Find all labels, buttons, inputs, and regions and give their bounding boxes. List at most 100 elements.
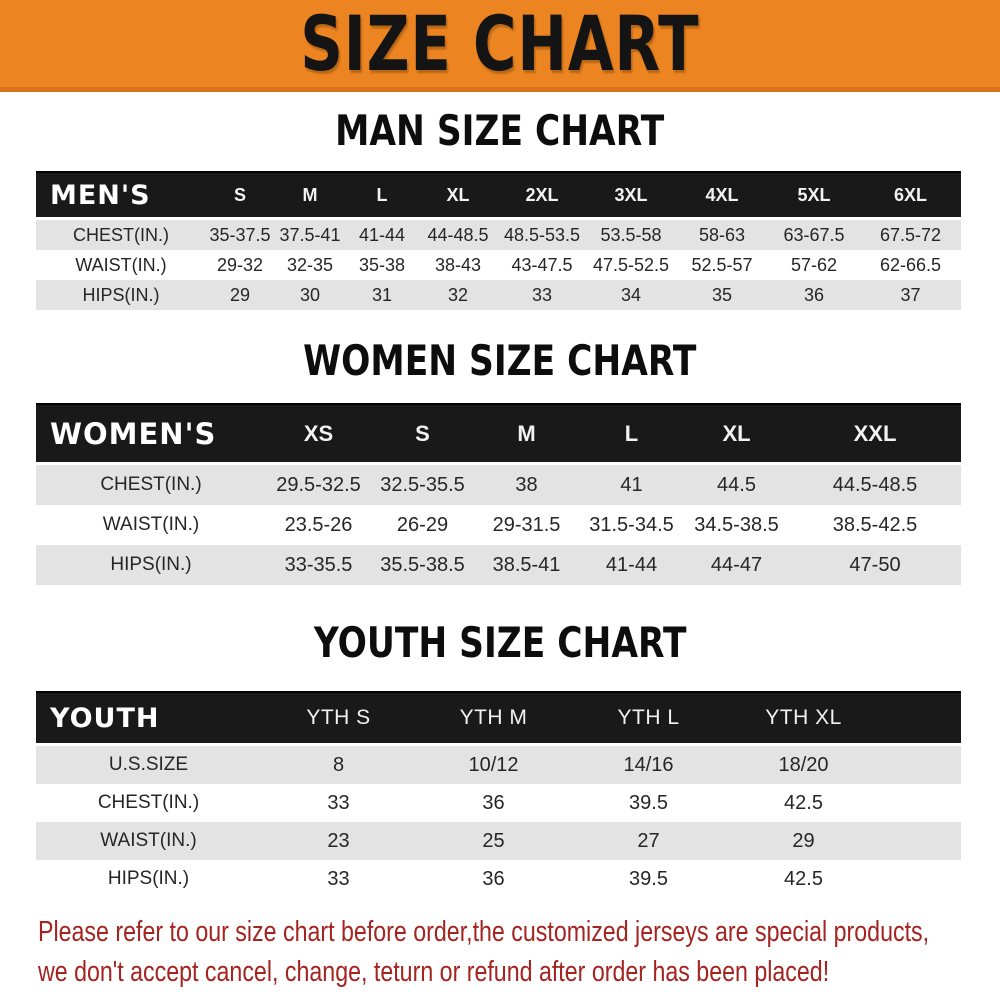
column-header: S	[233, 184, 246, 205]
size-cell: 35-38	[358, 254, 406, 275]
youth-size-table: YOUTH YTH S YTH M YTH L YTH XL U.S.SIZE …	[36, 691, 961, 898]
size-cell: 31	[371, 284, 393, 305]
table-row-waist: WAIST(IN.) 29-32 32-35 35-38 38-43 43-47…	[36, 250, 961, 280]
size-cell: 34	[620, 284, 642, 305]
table-row-chest: CHEST(IN.) 35-37.5 37.5-41 41-44 44-48.5…	[36, 220, 961, 250]
size-cell: 8	[332, 753, 345, 776]
women-section-heading: WOMEN SIZE CHART	[0, 338, 1000, 384]
size-cell: 47.5-52.5	[592, 254, 670, 275]
size-cell: 39.5	[629, 791, 668, 814]
size-cell: 32	[447, 284, 469, 305]
size-cell: 35.5-38.5	[380, 553, 465, 576]
column-header: YTH L	[617, 706, 680, 729]
size-cell: 63-67.5	[783, 224, 845, 245]
size-cell: 53.5-58	[600, 224, 662, 245]
size-cell: 33	[327, 867, 350, 890]
footer-line-1-text: Please refer to our size chart before or…	[38, 916, 930, 948]
row-label: HIPS(IN.)	[82, 284, 160, 305]
column-header: YTH S	[306, 706, 371, 729]
size-cell: 38.5-41	[492, 553, 561, 576]
size-cell: 29-32	[216, 254, 264, 275]
row-label: WAIST(IN.)	[102, 514, 200, 535]
mens-table-header-row: MEN'S S M L XL 2XL 3XL 4XL 5XL 6XL	[36, 171, 961, 217]
size-cell: 42.5	[784, 791, 823, 814]
size-cell: 43-47.5	[511, 254, 573, 275]
footer-note: Please refer to our size chart before or…	[0, 912, 1000, 992]
size-cell: 25	[482, 829, 505, 852]
column-header: M	[517, 420, 536, 446]
size-cell: 33	[531, 284, 553, 305]
mens-table-corner-label: MEN'S	[50, 179, 151, 211]
man-section-heading-text: MAN SIZE CHART	[335, 106, 665, 155]
man-section-heading: MAN SIZE CHART	[0, 108, 1000, 154]
youth-table-header-row: YOUTH YTH S YTH M YTH L YTH XL	[36, 691, 961, 743]
size-cell: 37.5-41	[279, 224, 341, 245]
column-header: YTH XL	[765, 706, 842, 729]
size-cell: 18/20	[778, 753, 829, 776]
column-header: S	[415, 420, 430, 446]
size-cell: 14/16	[623, 753, 674, 776]
size-cell: 32-35	[286, 254, 334, 275]
row-label: HIPS(IN.)	[110, 554, 192, 575]
size-cell: 29	[229, 284, 251, 305]
size-cell: 23	[327, 829, 350, 852]
column-header: 2XL	[525, 184, 559, 205]
size-cell: 34.5-38.5	[694, 513, 779, 536]
size-cell: 48.5-53.5	[503, 224, 581, 245]
banner-title: SIZE CHART	[300, 0, 700, 88]
youth-table-corner-label: YOUTH	[50, 702, 160, 734]
column-header: YTH M	[459, 706, 528, 729]
column-header: 5XL	[797, 184, 831, 205]
size-cell: 44-47	[710, 553, 763, 576]
size-cell: 38-43	[434, 254, 482, 275]
size-cell: 41-44	[358, 224, 406, 245]
size-cell: 39.5	[629, 867, 668, 890]
womens-table-header-row: WOMEN'S XS S M L XL XXL	[36, 403, 961, 462]
row-label: WAIST(IN.)	[75, 254, 167, 275]
table-row-us-size: U.S.SIZE 8 10/12 14/16 18/20	[36, 746, 961, 784]
size-cell: 32.5-35.5	[380, 473, 465, 496]
womens-table-corner-label: WOMEN'S	[50, 416, 217, 451]
mens-size-table: MEN'S S M L XL 2XL 3XL 4XL 5XL 6XL CHEST…	[36, 171, 961, 310]
size-cell: 57-62	[790, 254, 838, 275]
table-row-chest: CHEST(IN.) 29.5-32.5 32.5-35.5 38 41 44.…	[36, 465, 961, 505]
size-cell: 31.5-34.5	[589, 513, 674, 536]
size-cell: 44.5	[717, 473, 756, 496]
size-cell: 30	[299, 284, 321, 305]
column-header: 4XL	[705, 184, 739, 205]
table-row-hips: HIPS(IN.) 33 36 39.5 42.5	[36, 860, 961, 898]
column-header: L	[624, 420, 639, 446]
size-cell: 44-48.5	[427, 224, 489, 245]
row-label: HIPS(IN.)	[107, 868, 190, 889]
footer-line-1: Please refer to our size chart before or…	[38, 912, 1000, 952]
size-cell: 58-63	[698, 224, 746, 245]
row-label: CHEST(IN.)	[97, 792, 200, 813]
size-cell: 27	[637, 829, 660, 852]
footer-line-2-text: we don't accept cancel, change, teturn o…	[38, 956, 830, 988]
size-cell: 26-29	[396, 513, 449, 536]
table-row-hips: HIPS(IN.) 33-35.5 35.5-38.5 38.5-41 41-4…	[36, 545, 961, 585]
size-cell: 36	[803, 284, 825, 305]
column-header: M	[302, 184, 318, 205]
column-header: XS	[303, 420, 334, 446]
table-row-waist: WAIST(IN.) 23 25 27 29	[36, 822, 961, 860]
size-cell: 33	[327, 791, 350, 814]
size-cell: 52.5-57	[691, 254, 753, 275]
size-cell: 10/12	[468, 753, 519, 776]
table-row-chest: CHEST(IN.) 33 36 39.5 42.5	[36, 784, 961, 822]
banner: SIZE CHART	[0, 0, 1000, 92]
size-cell: 47-50	[849, 553, 901, 576]
size-cell: 67.5-72	[879, 224, 942, 245]
column-header: XXL	[853, 420, 897, 446]
women-section-heading-text: WOMEN SIZE CHART	[303, 336, 697, 385]
youth-section-heading: YOUTH SIZE CHART	[0, 620, 1000, 666]
size-cell: 41-44	[605, 553, 658, 576]
column-header: L	[376, 184, 388, 205]
size-cell: 62-66.5	[879, 254, 942, 275]
table-row-hips: HIPS(IN.) 29 30 31 32 33 34 35 36 37	[36, 280, 961, 310]
size-cell: 29.5-32.5	[276, 473, 361, 496]
size-cell: 29-31.5	[492, 513, 561, 536]
size-cell: 38.5-42.5	[832, 513, 918, 536]
size-cell: 23.5-26	[284, 513, 353, 536]
